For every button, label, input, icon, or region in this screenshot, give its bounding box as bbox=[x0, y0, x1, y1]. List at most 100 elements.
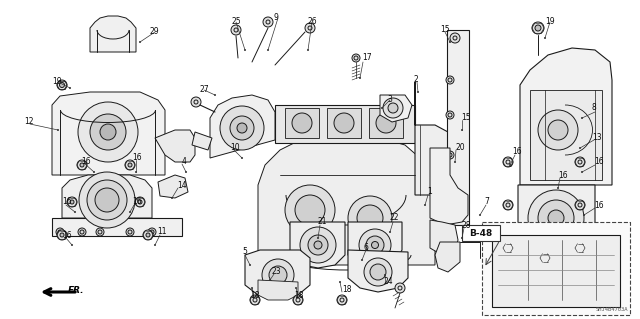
Circle shape bbox=[364, 258, 392, 286]
Polygon shape bbox=[258, 280, 298, 300]
Polygon shape bbox=[380, 95, 412, 122]
Circle shape bbox=[359, 229, 391, 261]
Circle shape bbox=[366, 236, 384, 254]
Circle shape bbox=[135, 197, 145, 207]
Text: 3: 3 bbox=[387, 95, 392, 105]
Circle shape bbox=[383, 98, 403, 118]
Text: 4: 4 bbox=[182, 158, 187, 167]
Polygon shape bbox=[155, 130, 195, 162]
Circle shape bbox=[244, 49, 246, 51]
Circle shape bbox=[263, 17, 273, 27]
Circle shape bbox=[69, 87, 71, 89]
Circle shape bbox=[417, 91, 419, 93]
Circle shape bbox=[575, 200, 585, 210]
Circle shape bbox=[78, 228, 86, 236]
Circle shape bbox=[575, 157, 585, 167]
Circle shape bbox=[57, 129, 59, 131]
Circle shape bbox=[446, 111, 454, 119]
Text: 9: 9 bbox=[274, 13, 279, 23]
Text: 28: 28 bbox=[462, 220, 472, 229]
Bar bbox=[492, 235, 620, 307]
Polygon shape bbox=[62, 175, 152, 218]
Circle shape bbox=[538, 110, 578, 150]
Polygon shape bbox=[245, 250, 310, 298]
Circle shape bbox=[540, 253, 550, 263]
Circle shape bbox=[503, 243, 513, 253]
Circle shape bbox=[78, 102, 138, 162]
Text: 15: 15 bbox=[440, 26, 450, 34]
Text: 12: 12 bbox=[24, 117, 33, 127]
Text: 7: 7 bbox=[484, 197, 489, 206]
Bar bbox=[285, 108, 319, 138]
Circle shape bbox=[503, 200, 513, 210]
Circle shape bbox=[285, 185, 335, 235]
Text: 21: 21 bbox=[318, 218, 328, 226]
Polygon shape bbox=[210, 95, 275, 158]
Circle shape bbox=[148, 228, 156, 236]
Polygon shape bbox=[192, 132, 212, 150]
Circle shape bbox=[57, 230, 67, 240]
Circle shape bbox=[292, 113, 312, 133]
Polygon shape bbox=[430, 148, 468, 225]
Circle shape bbox=[509, 164, 511, 166]
Circle shape bbox=[528, 190, 584, 246]
Circle shape bbox=[143, 230, 153, 240]
Circle shape bbox=[74, 211, 76, 213]
Circle shape bbox=[191, 97, 201, 107]
Text: 6: 6 bbox=[364, 243, 369, 253]
Text: 15: 15 bbox=[461, 114, 470, 122]
Circle shape bbox=[308, 235, 328, 255]
Circle shape bbox=[269, 266, 287, 284]
Circle shape bbox=[79, 172, 135, 228]
Circle shape bbox=[548, 120, 568, 140]
Polygon shape bbox=[258, 138, 435, 265]
Circle shape bbox=[548, 210, 564, 226]
Circle shape bbox=[449, 41, 451, 43]
Circle shape bbox=[96, 228, 104, 236]
Circle shape bbox=[503, 157, 513, 167]
Polygon shape bbox=[348, 222, 402, 268]
Circle shape bbox=[339, 281, 341, 283]
Circle shape bbox=[129, 211, 131, 213]
Text: 20: 20 bbox=[455, 144, 465, 152]
Circle shape bbox=[557, 187, 559, 189]
Polygon shape bbox=[52, 92, 165, 175]
Circle shape bbox=[128, 163, 132, 167]
Circle shape bbox=[388, 103, 398, 113]
Circle shape bbox=[461, 237, 463, 239]
Circle shape bbox=[389, 231, 391, 233]
Circle shape bbox=[295, 287, 297, 289]
Circle shape bbox=[71, 244, 73, 246]
Bar bbox=[482, 222, 630, 315]
Circle shape bbox=[60, 83, 65, 87]
Circle shape bbox=[70, 200, 74, 204]
Circle shape bbox=[535, 25, 541, 31]
Text: 16: 16 bbox=[558, 170, 568, 180]
Circle shape bbox=[100, 124, 116, 140]
Polygon shape bbox=[518, 185, 595, 255]
Polygon shape bbox=[290, 222, 345, 268]
Circle shape bbox=[146, 233, 150, 237]
Text: 23: 23 bbox=[272, 268, 282, 277]
Text: 18: 18 bbox=[294, 291, 303, 300]
Polygon shape bbox=[90, 16, 136, 52]
Text: 16: 16 bbox=[81, 158, 91, 167]
Circle shape bbox=[138, 200, 142, 204]
Circle shape bbox=[532, 22, 544, 34]
Text: FR.: FR. bbox=[68, 286, 84, 295]
Circle shape bbox=[348, 196, 392, 240]
Circle shape bbox=[67, 197, 77, 207]
Text: B-48: B-48 bbox=[469, 228, 493, 238]
Circle shape bbox=[538, 200, 574, 236]
Circle shape bbox=[446, 151, 454, 159]
Circle shape bbox=[231, 25, 241, 35]
Text: 11: 11 bbox=[157, 227, 166, 236]
Circle shape bbox=[446, 76, 454, 84]
Bar bbox=[369, 108, 403, 138]
Circle shape bbox=[371, 241, 378, 249]
Circle shape bbox=[251, 287, 253, 289]
Text: 27: 27 bbox=[199, 85, 209, 94]
Bar bbox=[327, 108, 361, 138]
Circle shape bbox=[241, 157, 243, 159]
Text: 5: 5 bbox=[242, 248, 247, 256]
